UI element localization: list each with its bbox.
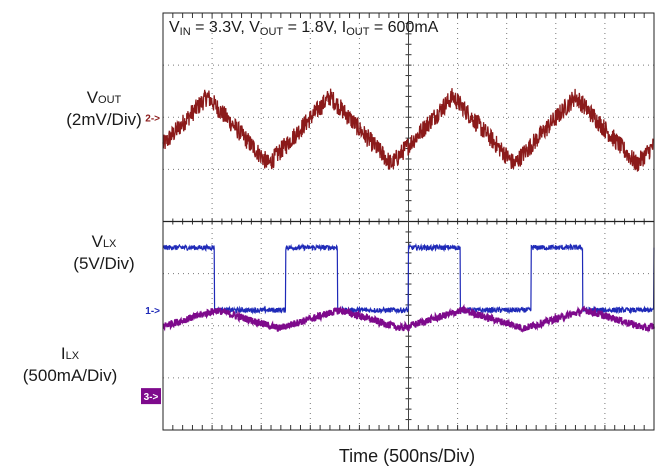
x-axis-label: Time (500ns/Div) (338, 446, 476, 466)
channel-markers: 2-> 1-> 3-> (141, 113, 161, 405)
scale-label-vout: (2mV/Div) (66, 110, 142, 129)
channel-marker-vout: 2-> (145, 113, 160, 124)
series-label-vlx: VLX (5V/Div) (52, 232, 156, 274)
trace-ilx (162, 303, 655, 333)
scale-label-vlx: (5V/Div) (73, 254, 135, 273)
trace-vlx (162, 242, 655, 315)
scale-label-ilx: (500mA/Div) (22, 366, 118, 385)
traces (162, 88, 655, 333)
trace-vout (162, 88, 655, 172)
chart-title: VIN = 3.3V, VOUT = 1.8V, IOUT = 600mA (169, 19, 439, 38)
channel-marker-ilx (141, 388, 161, 405)
plot-frame (162, 12, 655, 431)
series-label-vout: VOUT (2mV/Div) (52, 88, 156, 130)
graticule (162, 12, 655, 431)
series-label-ilx: ILX (500mA/Div) (0, 344, 140, 386)
channel-marker-label-ilx: 3-> (144, 392, 159, 403)
channel-marker-vlx: 1-> (145, 306, 160, 317)
